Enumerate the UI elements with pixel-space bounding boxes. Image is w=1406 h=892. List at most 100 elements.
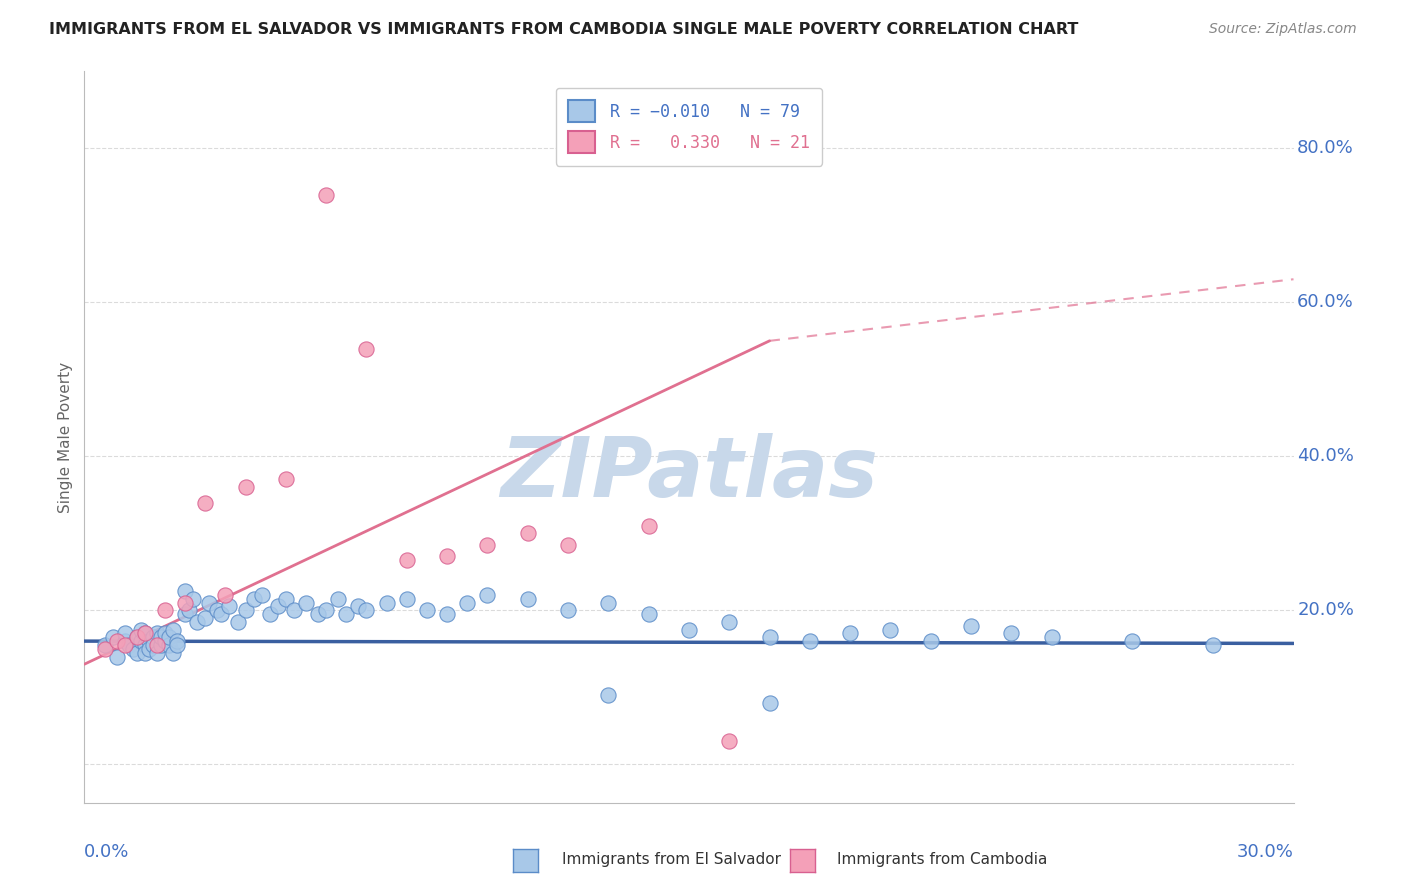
Point xyxy=(146,626,169,640)
Point xyxy=(174,584,197,599)
Point xyxy=(356,342,378,356)
Point xyxy=(557,538,579,552)
Point xyxy=(138,641,160,656)
Legend: R = −0.010   N = 79, R =   0.330   N = 21: R = −0.010 N = 79, R = 0.330 N = 21 xyxy=(555,87,823,166)
Point xyxy=(315,187,337,202)
Point xyxy=(295,596,318,610)
Point xyxy=(134,626,156,640)
Point xyxy=(274,472,297,486)
Text: 0.0%: 0.0% xyxy=(84,843,129,861)
Text: 40.0%: 40.0% xyxy=(1298,447,1354,466)
Point xyxy=(149,638,172,652)
Point xyxy=(93,638,115,652)
Text: 60.0%: 60.0% xyxy=(1298,293,1354,311)
Point xyxy=(209,607,232,622)
Text: 30.0%: 30.0% xyxy=(1237,843,1294,861)
Point xyxy=(121,641,143,656)
Point xyxy=(283,603,305,617)
Point xyxy=(356,603,378,617)
Point xyxy=(328,591,350,606)
Point xyxy=(960,618,983,632)
Point xyxy=(1040,630,1063,644)
Point xyxy=(456,596,478,610)
Point xyxy=(637,607,659,622)
Point xyxy=(125,630,148,644)
Point xyxy=(307,607,329,622)
Point xyxy=(678,623,700,637)
Point xyxy=(153,626,176,640)
Point xyxy=(166,634,188,648)
Point xyxy=(93,641,115,656)
Point xyxy=(335,607,357,622)
Point xyxy=(598,688,620,702)
Point xyxy=(105,634,128,648)
Point xyxy=(129,623,152,637)
Point xyxy=(375,596,398,610)
Point xyxy=(174,607,197,622)
Point xyxy=(174,596,197,610)
Point xyxy=(207,603,229,617)
Point xyxy=(114,626,136,640)
Point xyxy=(242,591,264,606)
Point xyxy=(134,638,156,652)
Point xyxy=(218,599,240,614)
Point xyxy=(105,649,128,664)
Point xyxy=(214,588,236,602)
Point xyxy=(186,615,208,629)
Point xyxy=(118,638,141,652)
Point xyxy=(250,588,273,602)
Point xyxy=(799,634,821,648)
Text: ZIPatlas: ZIPatlas xyxy=(501,434,877,514)
Point xyxy=(142,630,165,644)
Point xyxy=(477,538,499,552)
Point xyxy=(125,630,148,644)
Text: Immigrants from Cambodia: Immigrants from Cambodia xyxy=(837,852,1047,867)
Point xyxy=(179,603,201,617)
Point xyxy=(598,596,620,610)
Point xyxy=(142,638,165,652)
Point xyxy=(758,630,780,644)
Point xyxy=(920,634,942,648)
Point xyxy=(436,607,458,622)
Point xyxy=(149,630,172,644)
Point xyxy=(166,638,188,652)
Point xyxy=(235,480,257,494)
Text: Source: ZipAtlas.com: Source: ZipAtlas.com xyxy=(1209,22,1357,37)
Point xyxy=(162,646,184,660)
Point xyxy=(194,611,217,625)
Text: IMMIGRANTS FROM EL SALVADOR VS IMMIGRANTS FROM CAMBODIA SINGLE MALE POVERTY CORR: IMMIGRANTS FROM EL SALVADOR VS IMMIGRANT… xyxy=(49,22,1078,37)
Point xyxy=(839,626,862,640)
Point xyxy=(347,599,370,614)
Point xyxy=(516,591,538,606)
Point xyxy=(101,630,124,644)
Point xyxy=(157,630,180,644)
Point xyxy=(134,626,156,640)
Point xyxy=(416,603,439,617)
Point xyxy=(194,495,217,509)
Point xyxy=(259,607,281,622)
Point xyxy=(477,588,499,602)
Point xyxy=(718,734,741,748)
Point xyxy=(181,591,204,606)
Text: 80.0%: 80.0% xyxy=(1298,139,1354,157)
Point xyxy=(1202,638,1225,652)
Point xyxy=(637,518,659,533)
Y-axis label: Single Male Poverty: Single Male Poverty xyxy=(58,361,73,513)
Point xyxy=(146,638,169,652)
Text: Immigrants from El Salvador: Immigrants from El Salvador xyxy=(562,852,782,867)
Point xyxy=(235,603,257,617)
Point xyxy=(436,549,458,564)
Point xyxy=(114,634,136,648)
Point xyxy=(162,623,184,637)
Point xyxy=(138,634,160,648)
Point xyxy=(146,646,169,660)
Point xyxy=(114,638,136,652)
Point xyxy=(153,603,176,617)
Point xyxy=(134,646,156,660)
Point xyxy=(718,615,741,629)
Point xyxy=(1121,634,1143,648)
Point xyxy=(758,696,780,710)
Text: 20.0%: 20.0% xyxy=(1298,601,1354,619)
Point xyxy=(125,646,148,660)
Point xyxy=(395,553,418,567)
